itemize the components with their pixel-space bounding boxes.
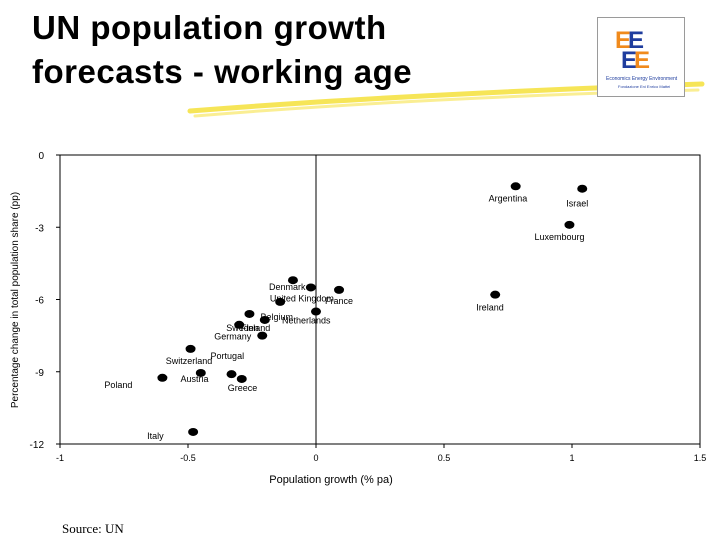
data-label-ireland: Ireland [476,303,504,313]
data-point-italy [188,427,199,436]
data-point-labels: Argentina Israel Luxembourg Ireland DenmarkU… [104,193,588,441]
x-tick-label: -1 [56,453,64,463]
x-tick-label: 1.5 [694,453,707,463]
data-point-portugal [185,344,196,353]
source-note: Source: UN [62,521,124,536]
data-point-luxembourg [564,220,575,229]
data-label-belgium: Belgium [260,312,293,322]
logo-e-2: E [628,27,644,54]
title-line-1: UN population growth [32,9,387,46]
logo-e-1: E [615,27,631,54]
data-label-united-kingdom: United Kingdom [270,293,334,303]
data-point-poland [157,373,168,382]
data-label-austria: Austria [181,374,209,384]
data-point-greece [236,374,247,383]
logo-tagline: Fondazione Eni Enrico Mattei [618,84,670,89]
data-point-france [334,285,345,294]
data-point-israel [577,184,588,193]
logo-name: Economics Energy Environment [606,76,678,82]
logo-e-4: E [634,47,650,74]
data-label-greece: Greece [228,383,258,393]
data-point-germany [257,331,268,340]
y-tick-label: -12 [30,440,45,451]
data-label-switzerland: Switzerland [166,356,213,366]
data-point-switzerland [195,368,206,377]
axis-ticks [56,154,701,448]
data-point-netherlands [311,307,321,316]
data-point-austria [226,370,237,379]
x-tick-label: 0 [313,453,318,463]
data-point-argentina [510,182,521,191]
page-title: UN population growth forecasts - working… [32,6,412,94]
data-label-sweden: Sweden [226,323,259,333]
y-tick-label: -3 [35,223,44,234]
eee-logo-icon: E E E E Economics Energy Environment Fon… [597,17,685,97]
title-line-2: forecasts - working age [32,53,413,90]
data-label-israel: Israel [566,199,588,209]
data-label-portugal: Portugal [211,351,245,361]
data-label-argentina: Argentina [489,193,528,203]
tick-labels: -1 -0.5 0 0.5 1 1.5 0 -3 -6 -9 -12 [30,151,707,463]
data-point-united-kingdom [305,283,316,292]
x-tick-label: 1 [569,453,574,463]
plot-frame [59,154,701,445]
logo-e-3: E [621,47,637,74]
data-label-denmark: Denmark [269,282,306,292]
x-tick-label: 0.5 [438,453,451,463]
data-point-belgium [244,309,255,318]
data-point-denmark [287,276,298,285]
data-label-italy: Italy [147,431,164,441]
x-axis-label: Population growth (% pa) [269,474,393,486]
data-points [157,182,588,436]
data-label-germany: Germany [214,332,252,342]
data-point-finland [259,315,270,324]
data-point-sweden [234,320,245,329]
y-tick-label: -9 [35,368,44,379]
y-tick-label: 0 [38,151,44,162]
data-label-finland: Finland [241,323,271,333]
y-tick-label: -6 [35,296,44,307]
data-label-luxembourg: Luxembourg [534,232,584,242]
data-point-ireland [490,290,501,299]
y-axis-label: Percentage change in total population sh… [10,192,21,408]
data-point-norway [275,297,286,306]
data-label-poland: Poland [104,380,132,390]
x-tick-label: -0.5 [180,453,196,463]
data-label-france: France [325,296,353,306]
data-label-netherlands: Netherlands [282,316,331,326]
